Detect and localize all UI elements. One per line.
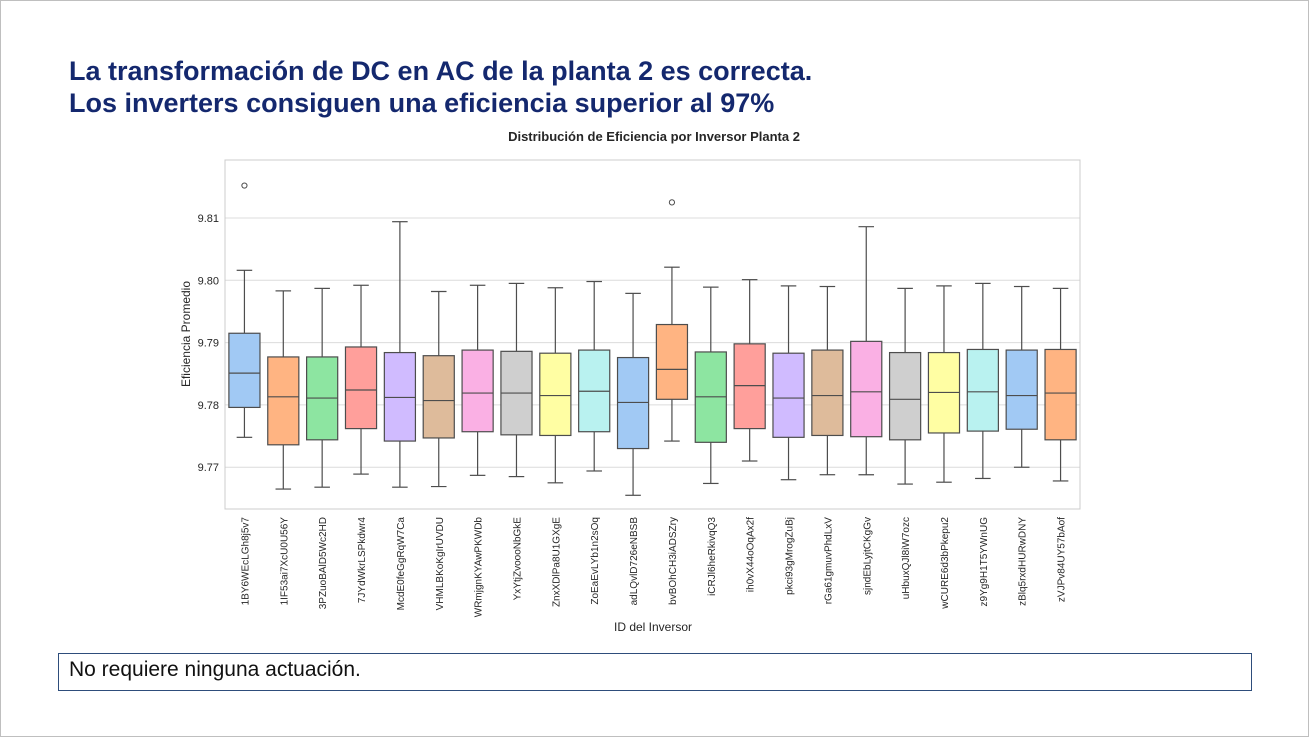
slide-headline: La transformación de DC en AC de la plan… [69,55,812,119]
headline-line-1: La transformación de DC en AC de la plan… [69,56,813,86]
box-uHbuxQJl8iW7ozc [888,287,922,485]
iqr-box [228,332,261,409]
box-McdE0feGgRqW7Ca [383,221,417,488]
iqr-box [422,355,455,439]
chart-title: Distribución de Eficiencia por Inversor … [508,129,800,144]
boxplot-series [228,182,1077,496]
box-zBlq5rxdHURwDNY [1005,285,1038,468]
x-tick-label: McdE0feGgRqW7Ca [396,517,407,611]
box-7JYdWkrLSPkdwr4 [344,284,378,475]
x-tick-label: pkci93gMrogZuBj [785,517,796,595]
iqr-box [383,351,417,442]
box-3PZuoBAlD5Wc2HD [306,287,339,488]
action-note-text: No requiere ninguna actuación. [69,658,361,681]
box-rGa61gmuvPhdLxV [811,285,844,476]
iqr-box [811,349,844,437]
x-tick-label: iCRJl6heRkivqQ3 [707,517,718,596]
x-tick-label: 1BY6WEcLGh8j5v7 [240,517,251,606]
x-tick-label: ZoEaEvLYb1n2sOq [590,517,601,605]
x-tick-label: VHMLBKoKgIrUVDU [435,517,446,610]
box-wCURE6d3bPkepu2 [927,285,961,483]
y-tick-label: 9.77 [198,462,219,474]
y-tick-label: 9.78 [198,400,219,412]
box-1BY6WEcLGh8j5v7 [228,182,261,438]
x-tick-label: ih0vX44oOqAx2f [746,517,757,592]
efficiency-boxplot-chart: Distribución de Eficiencia por Inversor … [179,129,1081,634]
y-tick-label: 9.79 [198,338,219,350]
box-ZoEaEvLYb1n2sOq [578,280,611,472]
iqr-box [850,340,883,438]
x-tick-label: zVJPv84UY57bAof [1057,517,1068,602]
x-tick-label: 7JYdWkrLSPkdwr4 [357,517,368,604]
iqr-box [772,352,805,438]
box-adLQvlD726eNBSB [616,292,650,496]
x-tick-label: adLQvlD726eNBSB [629,517,640,606]
box-YxYtjZvoooNbGkE [500,282,533,478]
x-tick-label: zBlq5rxdHURwDNY [1018,517,1029,606]
x-tick-label: ZnxXDlPa8U1GXgE [551,517,562,607]
iqr-box [267,356,300,446]
headline-line-2: Los inverters consiguen una eficiencia s… [69,88,775,118]
iqr-box [966,348,999,432]
iqr-box [344,346,378,430]
iqr-box [1005,349,1038,430]
iqr-box [616,356,650,450]
outlier-point [668,199,676,206]
x-tick-label: 3PZuoBAlD5Wc2HD [318,517,329,609]
box-ih0vX44oOqAx2f [733,279,766,462]
x-tick-label: rGa61gmuvPhdLxV [823,517,834,605]
x-tick-label: z9Yg9H1T5YWnUG [979,517,990,607]
iqr-box [888,351,922,441]
x-axis-ticks: 1BY6WEcLGh8j5v7 1IF53ai7XcU0U56Y 3PZuoBAlD… [240,517,1067,618]
box-iCRJl6heRkivqQ3 [694,286,727,485]
box-ZnxXDlPa8U1GXgE [539,287,572,484]
outlier-point [241,182,248,189]
x-tick-label: 1IF53ai7XcU0U56Y [279,517,290,606]
action-note-box: No requiere ninguna actuación. [58,653,1252,691]
box-zVJPv84UY57bAof [1044,287,1077,482]
x-tick-label: YxYtjZvoooNbGkE [512,517,523,601]
plot-area-frame [224,159,1081,510]
box-pkci93gMrogZuBj [772,285,805,481]
iqr-box [655,323,689,400]
x-tick-label: WRmjgnKYAwPKWDb [474,517,485,618]
y-tick-label: 9.80 [198,275,219,287]
y-axis-label: Eficiencia Promedio [179,281,193,387]
box-sjndEbLyjtCKgGv [850,226,883,476]
y-tick-label: 9.81 [198,213,219,225]
iqr-box [1044,348,1077,441]
iqr-box [539,352,572,437]
box-z9Yg9H1T5YWnUG [966,282,999,480]
x-axis-label: ID del Inversor [614,620,692,634]
y-axis-ticks: 9.77 9.78 9.79 9.80 9.81 [198,213,219,474]
box-VHMLBKoKgIrUVDU [422,290,455,488]
box-bvBOhCH3iADSZry [655,199,689,442]
box-1IF53ai7XcU0U56Y [267,290,300,490]
x-tick-label: wCURE6d3bPkepu2 [940,517,951,610]
iqr-box [461,349,494,433]
x-tick-label: bvBOhCH3iADSZry [668,517,679,605]
x-tick-label: sjndEbLyjtCKgGv [862,517,873,595]
box-WRmjgnKYAwPKWDb [461,284,494,476]
x-tick-label: uHbuxQJl8iW7ozc [901,517,912,599]
iqr-box [733,343,766,430]
